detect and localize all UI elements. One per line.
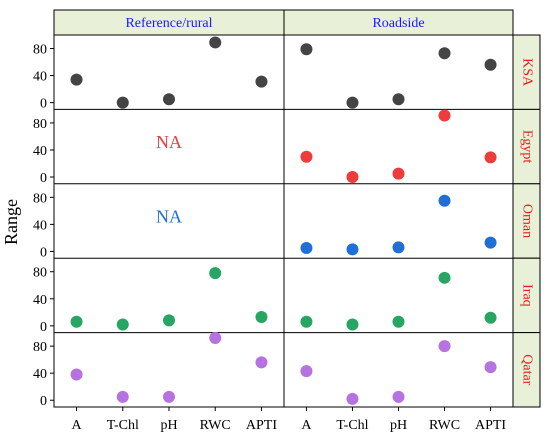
y-tick-label: 80	[33, 340, 47, 355]
point-ksa-roadside-rwc	[438, 47, 451, 60]
point-ksa-roadside-ph	[392, 93, 405, 106]
y-tick-label: 80	[33, 266, 47, 281]
y-tick-label: 0	[40, 245, 47, 260]
point-ksa-reference-apti	[255, 75, 268, 88]
point-qatar-roadside-apti	[484, 361, 497, 374]
column-strips: Reference/rural Roadside	[53, 9, 514, 36]
y-tick-label: 80	[33, 117, 47, 132]
row-label: KSA	[519, 58, 534, 87]
y-tick-label: 80	[33, 191, 47, 206]
y-tick-label: 80	[33, 43, 47, 58]
y-tick-label: 40	[33, 144, 47, 159]
panel-grid: 0 40 80 0 40 80 0 40 80 0 40 80 0 40 80	[33, 34, 514, 409]
point-oman-roadside-t-chl	[346, 243, 359, 256]
point-qatar-roadside-ph	[392, 390, 405, 403]
point-egypt-roadside-rwc	[438, 109, 451, 122]
row-strip	[512, 183, 541, 259]
x-tick-label-apti: APTI	[475, 418, 506, 433]
row-strip	[512, 108, 541, 185]
point-oman-roadside-ph	[392, 241, 405, 254]
x-tick-label-apti: APTI	[246, 418, 277, 433]
column-strip-reference	[53, 9, 285, 36]
point-qatar-reference-a	[70, 368, 83, 381]
y-tick-label: 0	[40, 171, 47, 186]
row-strip	[512, 257, 541, 334]
row-strips: KSA Egypt Oman Iraq Qatar	[512, 34, 541, 408]
point-qatar-roadside-a	[300, 365, 313, 378]
point-iraq-reference-a	[70, 315, 83, 328]
y-tick-label: 40	[33, 367, 47, 382]
point-egypt-roadside-a	[300, 150, 313, 163]
point-ksa-reference-a	[70, 73, 83, 86]
row-strip	[512, 34, 541, 110]
row-label: Qatar	[519, 354, 534, 385]
point-iraq-roadside-t-chl	[346, 318, 359, 331]
x-tick-label-t-chl: T-Chl	[336, 418, 368, 433]
x-tick-label-ph: pH	[160, 418, 177, 433]
point-egypt-roadside-ph	[392, 167, 405, 180]
x-tick-label-t-chl: T-Chl	[107, 418, 139, 433]
row-strip	[512, 332, 541, 408]
column-label: Reference/rural	[125, 16, 212, 31]
point-qatar-reference-ph	[163, 390, 175, 403]
point-oman-roadside-a	[300, 242, 313, 255]
x-tick-label-rwc: RWC	[200, 418, 231, 433]
point-iraq-reference-t-chl	[116, 318, 129, 331]
point-iraq-roadside-a	[300, 315, 313, 328]
point-oman-roadside-apti	[484, 236, 497, 249]
point-ksa-reference-t-chl	[116, 96, 129, 109]
na-label: NA	[156, 132, 182, 152]
point-qatar-reference-apti	[255, 356, 268, 369]
y-tick-label: 0	[40, 320, 47, 335]
point-oman-roadside-rwc	[438, 194, 451, 207]
x-tick-label-rwc: RWC	[429, 418, 460, 433]
point-ksa-roadside-t-chl	[346, 96, 359, 109]
na-label: NA	[156, 206, 182, 226]
point-ksa-reference-ph	[163, 93, 175, 106]
point-iraq-reference-rwc	[209, 267, 222, 280]
y-tick-label: 0	[40, 97, 47, 112]
x-tick-label-ph: pH	[390, 418, 407, 433]
row-label: Iraq	[519, 284, 534, 307]
x-tick-labels: A T-Chl pH RWC APTI A T-Chl pH RWC APTI	[71, 407, 506, 433]
y-tick-label: 40	[33, 70, 47, 85]
point-iraq-reference-ph	[163, 314, 175, 327]
data-points: NA NA	[70, 36, 497, 405]
point-qatar-roadside-t-chl	[346, 392, 359, 405]
y-axis-label: Range	[1, 199, 21, 245]
column-label: Roadside	[372, 16, 424, 31]
column-strip-roadside	[283, 9, 514, 36]
point-ksa-roadside-apti	[484, 58, 497, 71]
point-qatar-roadside-rwc	[438, 340, 451, 353]
point-qatar-reference-t-chl	[116, 390, 129, 403]
point-qatar-reference-rwc	[209, 332, 222, 345]
point-egypt-roadside-apti	[484, 151, 497, 164]
x-tick-label-a: A	[301, 418, 312, 433]
point-iraq-roadside-apti	[484, 311, 497, 324]
point-iraq-reference-apti	[255, 311, 268, 324]
y-tick-label: 40	[33, 218, 47, 233]
row-label: Egypt	[519, 130, 534, 164]
y-tick-label: 0	[40, 394, 47, 409]
point-iraq-roadside-rwc	[438, 271, 451, 284]
y-tick-label: 40	[33, 293, 47, 308]
point-iraq-roadside-ph	[392, 315, 405, 328]
point-ksa-roadside-a	[300, 43, 313, 56]
row-label: Oman	[519, 204, 534, 238]
point-egypt-roadside-t-chl	[346, 171, 359, 184]
point-ksa-reference-rwc	[209, 36, 222, 49]
x-tick-label-a: A	[71, 418, 82, 433]
